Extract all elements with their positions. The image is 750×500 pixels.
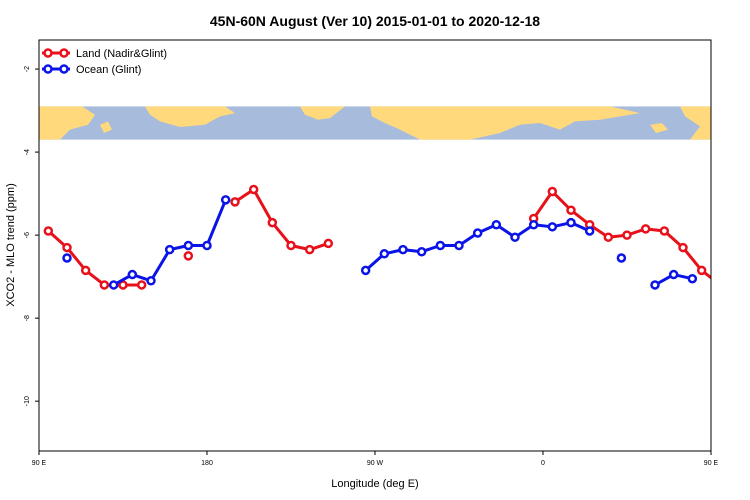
data-point xyxy=(323,238,334,249)
data-point xyxy=(472,228,483,238)
y-tick-label: -4 xyxy=(24,149,31,155)
y-tick-label: -10 xyxy=(24,396,31,406)
data-point xyxy=(360,265,371,276)
map-band xyxy=(39,106,711,140)
data-point xyxy=(566,205,576,215)
y-tick-label: -8 xyxy=(24,315,31,321)
data-point xyxy=(127,269,138,280)
data-point xyxy=(62,253,72,263)
data-point xyxy=(43,226,54,236)
data-point xyxy=(622,230,632,240)
data-point xyxy=(230,197,240,207)
data-point xyxy=(398,244,408,255)
data-point xyxy=(668,269,679,280)
legend-marker xyxy=(43,48,53,58)
x-axis: 90 E 180 90 W 0 90 E xyxy=(32,451,719,467)
map-land-mass xyxy=(300,106,345,120)
data-point xyxy=(584,226,595,236)
data-point xyxy=(687,273,698,284)
data-point xyxy=(491,219,502,230)
legend-label: Land (Nadir&Glint) xyxy=(76,48,167,60)
data-point xyxy=(248,184,259,195)
data-point xyxy=(547,222,558,232)
x-axis-title: Longitude (deg E) xyxy=(331,478,418,490)
map-land-mass xyxy=(145,106,235,128)
data-point xyxy=(717,281,724,288)
plot-frame xyxy=(38,39,712,452)
series-line xyxy=(532,190,711,280)
data-point xyxy=(108,280,119,290)
data-point xyxy=(603,232,614,242)
series-line xyxy=(234,187,329,252)
data-point xyxy=(146,276,156,286)
y-axis: -2 -4 -6 -8 -10 xyxy=(24,66,39,406)
x-tick-label: 90 E xyxy=(32,460,47,467)
data-point xyxy=(528,219,539,230)
map-land-mass xyxy=(39,106,95,140)
chart-title: 45N-60N August (Ver 10) 2015-01-01 to 20… xyxy=(210,13,540,29)
x-tick-label: 180 xyxy=(201,460,213,467)
data-point xyxy=(267,217,278,228)
data-point xyxy=(379,249,390,259)
y-axis-title: XCO2 - MLO trend (ppm) xyxy=(5,183,17,306)
data-point xyxy=(220,195,231,205)
y-tick-label: -6 xyxy=(24,232,31,238)
data-point xyxy=(659,226,670,236)
data-point xyxy=(640,224,651,234)
data-point xyxy=(136,280,147,290)
data-point xyxy=(202,240,212,251)
data-point xyxy=(736,281,743,288)
data-point xyxy=(566,217,576,228)
legend-marker xyxy=(59,64,69,74)
series-layer xyxy=(43,184,743,290)
data-point xyxy=(416,246,427,257)
data-point xyxy=(164,244,175,255)
map-land-mass xyxy=(370,106,640,140)
data-point xyxy=(99,280,110,290)
data-point xyxy=(454,240,464,251)
legend-marker xyxy=(43,64,53,74)
legend-marker xyxy=(59,48,69,58)
x-tick-label: 90 E xyxy=(704,460,719,467)
data-point xyxy=(650,280,660,290)
map-land-mass xyxy=(680,106,711,140)
y-tick-label: -2 xyxy=(24,66,31,72)
data-point xyxy=(183,251,194,261)
data-point xyxy=(616,253,627,263)
data-point xyxy=(678,242,688,253)
map-land-mass xyxy=(650,123,668,133)
data-point xyxy=(80,265,91,276)
series-ocean xyxy=(62,195,698,290)
legend: Land (Nadir&Glint) Ocean (Glint) xyxy=(42,48,167,76)
data-point xyxy=(510,232,520,242)
data-point xyxy=(304,244,315,255)
map-land-mass xyxy=(100,121,112,133)
data-point xyxy=(286,240,296,251)
data-point xyxy=(183,240,194,251)
legend-label: Ocean (Glint) xyxy=(76,64,141,76)
series-land xyxy=(43,184,743,290)
data-point xyxy=(547,186,558,197)
data-point xyxy=(62,242,72,253)
x-tick-label: 90 W xyxy=(367,460,384,467)
data-point xyxy=(696,265,707,276)
data-point xyxy=(435,240,446,251)
x-tick-label: 0 xyxy=(541,460,545,467)
